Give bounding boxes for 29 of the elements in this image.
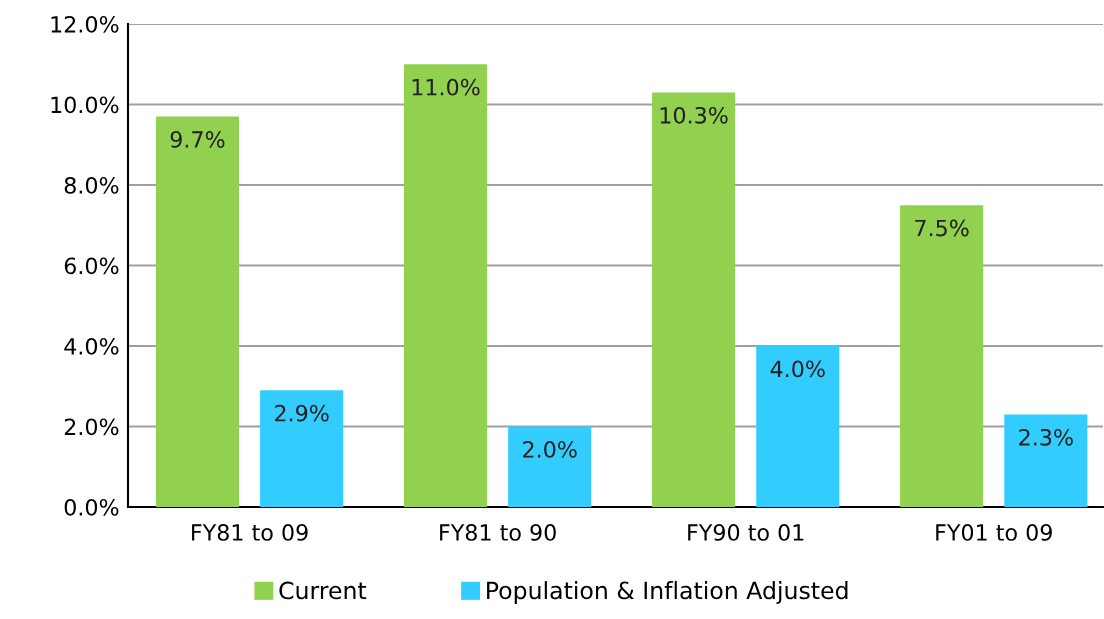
legend-label: Population & Inflation Adjusted [487, 581, 848, 604]
x-tick-label: FY90 to 01 [688, 524, 804, 541]
bar [756, 346, 840, 507]
y-tick-label: 0.0% [64, 498, 119, 516]
y-tick-label: 6.0% [64, 257, 119, 275]
x-tick-label: FY81 to 09 [192, 524, 308, 541]
y-tick-label: 2.0% [64, 418, 119, 436]
y-tick-label: 10.0% [51, 96, 119, 114]
bar [260, 390, 344, 507]
bar [155, 116, 240, 507]
data-label: 10.3% [660, 106, 728, 124]
bar [1004, 414, 1088, 507]
data-label: 7.5% [915, 219, 969, 237]
data-label: 9.7% [170, 131, 225, 148]
legend-label: Current [279, 581, 367, 600]
x-tick-label: FY01 to 09 [936, 524, 1052, 541]
y-tick-label: 8.0% [64, 176, 119, 194]
bar [652, 92, 736, 507]
x-tick-label: FY81 to 90 [440, 524, 556, 541]
y-tick-label: 4.0% [64, 337, 119, 355]
bar [900, 205, 984, 507]
bar [508, 426, 592, 507]
data-label: 2.9% [275, 404, 329, 422]
y-tick-label: 12.0% [51, 15, 119, 33]
bar [403, 64, 488, 507]
data-label: 4.0% [770, 360, 825, 378]
data-label: 11.0% [412, 78, 480, 96]
data-label: 2.0% [523, 440, 577, 458]
data-label: 2.3% [1019, 428, 1073, 446]
